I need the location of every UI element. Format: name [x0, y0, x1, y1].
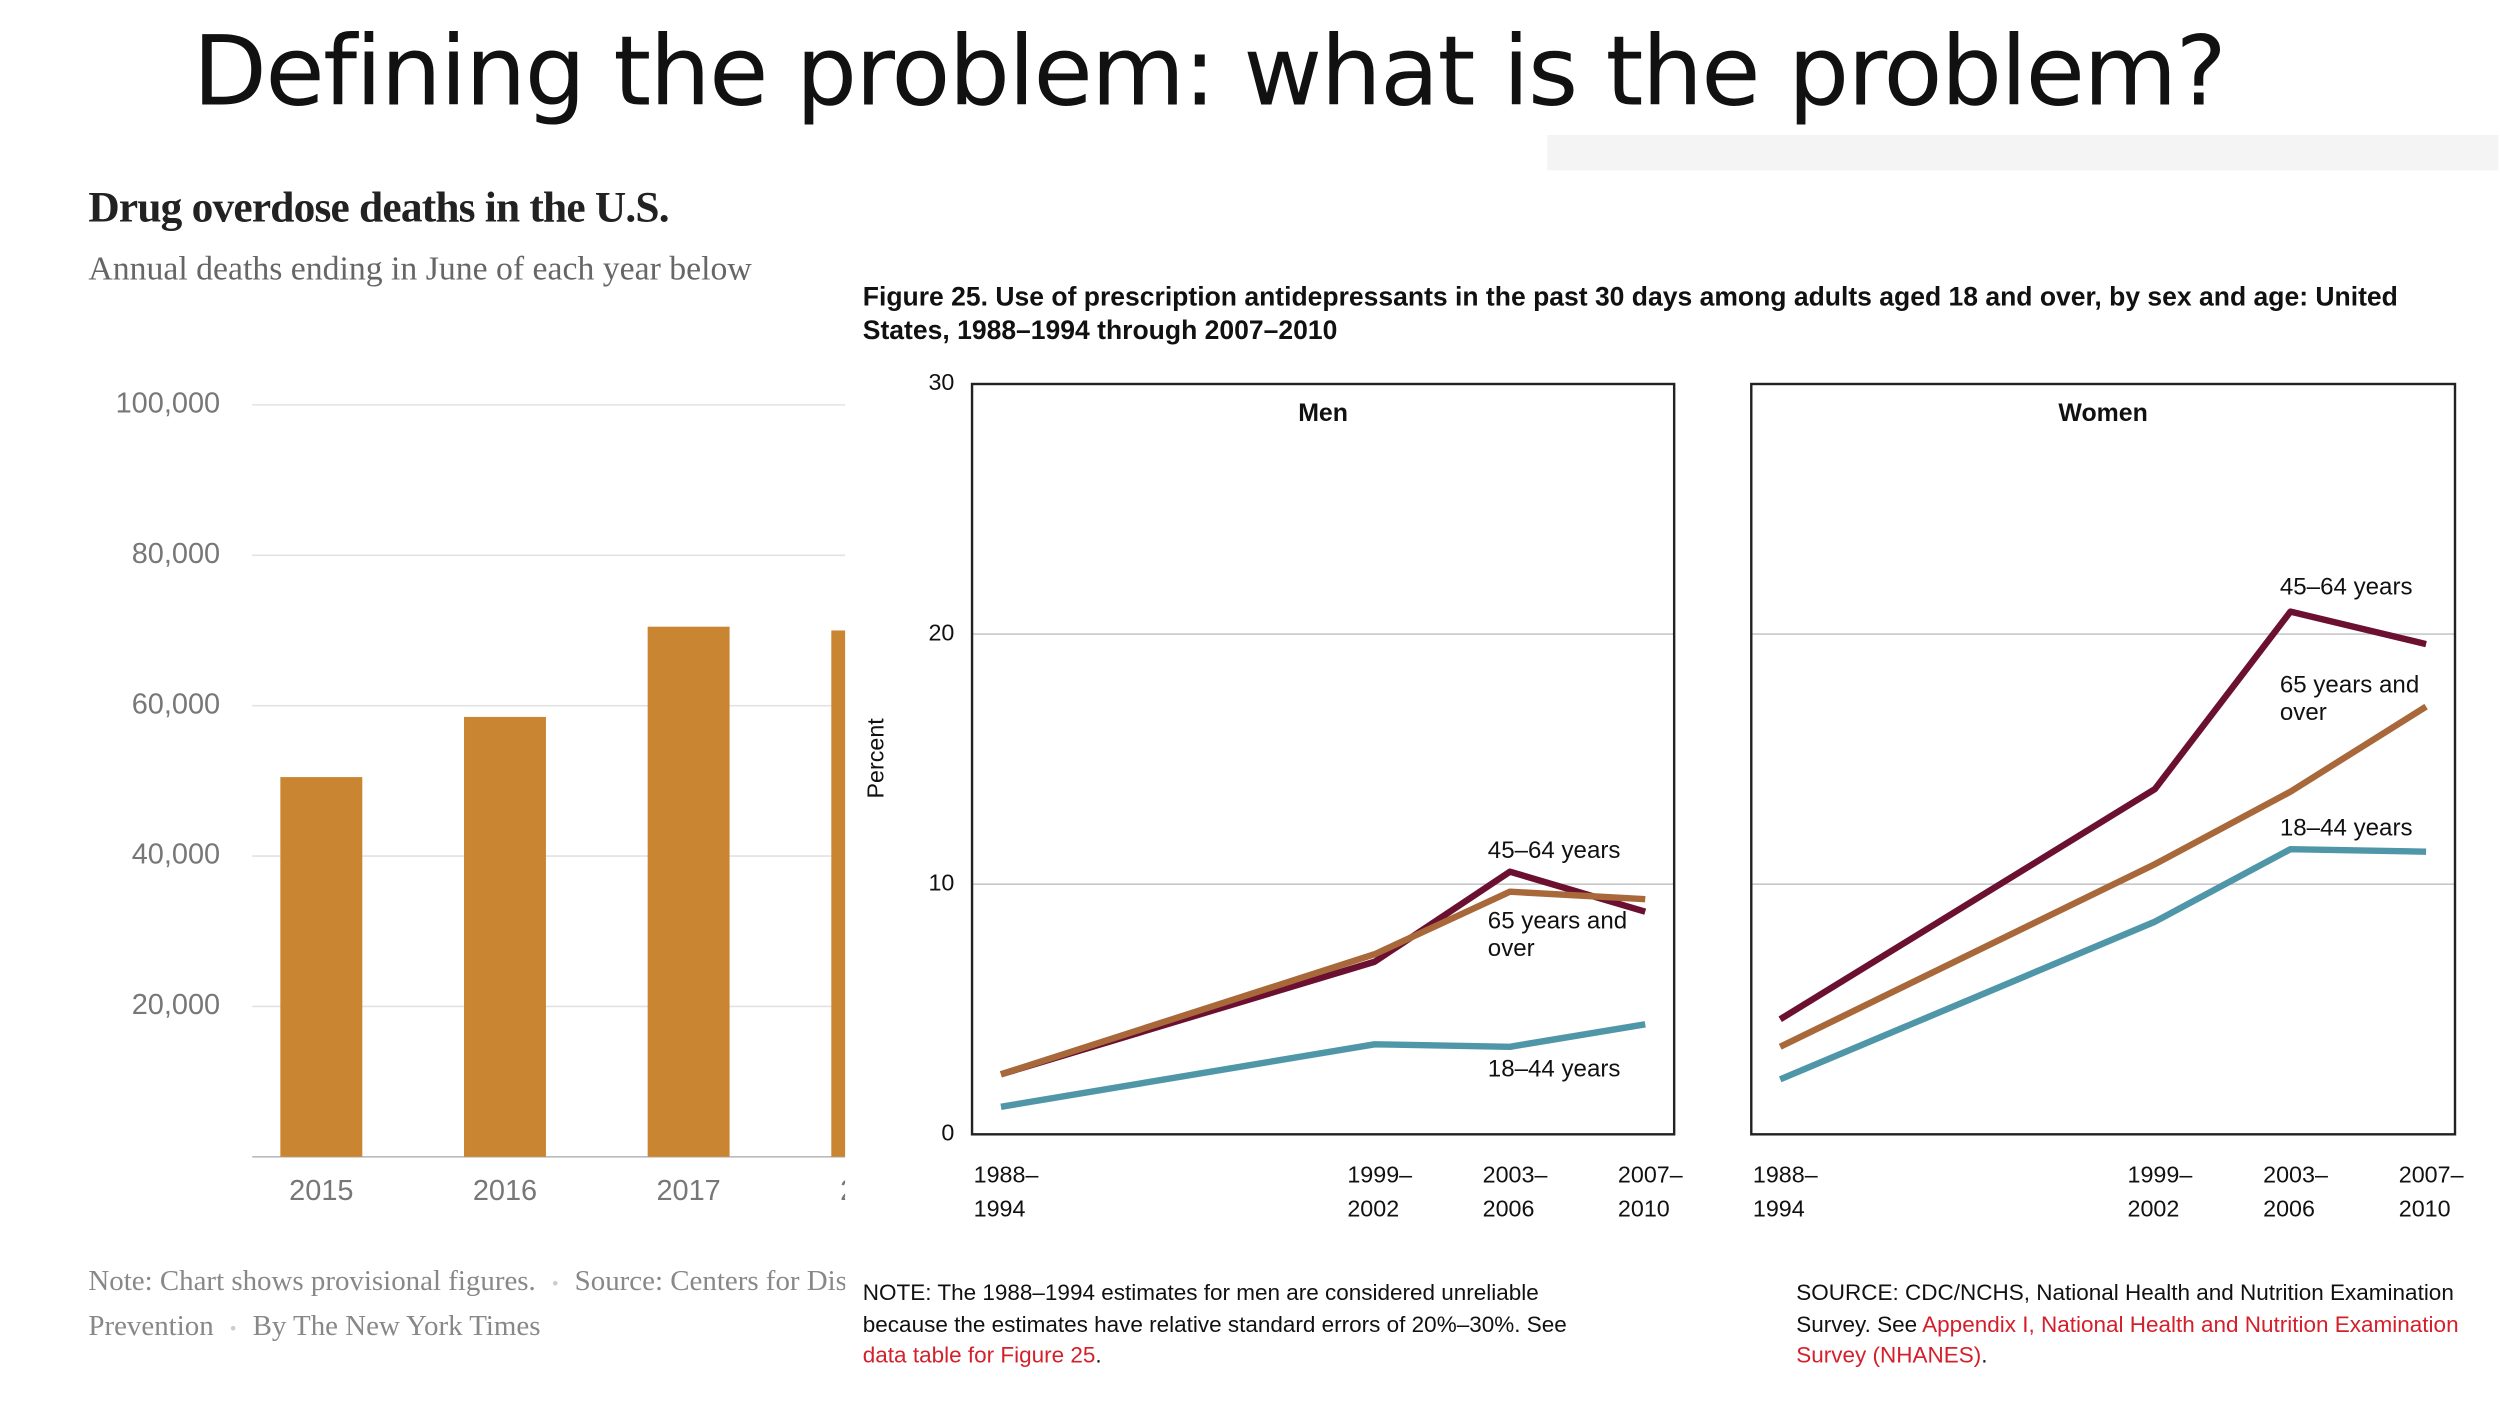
bar-chart-title: Drug overdose deaths in the U.S.: [88, 183, 669, 232]
decor-band: [1547, 134, 2499, 171]
slide-title: Defining the problem: what is the proble…: [192, 16, 2227, 129]
y-tick-label: 60,000: [132, 688, 220, 720]
series-line: [1778, 845, 2427, 1083]
source-text: Source: Centers for Disease Control and …: [88, 1264, 846, 1342]
x-tick-label: 2003–2006: [2263, 1163, 2328, 1223]
x-tick-label: 2015: [289, 1175, 353, 1207]
x-tick-label: 2017: [656, 1175, 720, 1207]
note: Note: Chart shows provisional figures.: [88, 1264, 536, 1297]
y-tick-label: 80,000: [132, 538, 220, 570]
series-label: 65 years and over: [2279, 671, 2420, 727]
series-line: [1000, 868, 1647, 1078]
series-line: [1778, 608, 2427, 1023]
source-link[interactable]: Appendix I, National Health and Nutritio…: [1796, 1310, 2459, 1368]
notes-text: Note: Chart shows provisional figures.So…: [88, 1260, 845, 1350]
y-tick-label: 100,000: [116, 388, 221, 420]
bar: [831, 630, 846, 1157]
bar: [280, 777, 363, 1157]
source-text: SOURCE: CDC/NCHS, National Health and Nu…: [1796, 1278, 2454, 1336]
x-tick-label: 2016: [473, 1175, 537, 1207]
series-label: 18–44 years: [1487, 1055, 1621, 1083]
panel-frame: [1750, 382, 2457, 1136]
x-tick-label: 2018: [840, 1175, 904, 1207]
bar-plot: 20,000 40,000 60,000 80,000 100,000 2015 2016 2…: [116, 388, 904, 1207]
note-text: NOTE: The 1988–1994 estimates for men ar…: [862, 1278, 1567, 1336]
y-axis-label: Percent: [862, 718, 888, 799]
x-tick-label: 1988–1994: [973, 1163, 1039, 1223]
y-tick-label: 0: [941, 1119, 954, 1145]
panel-title: Women: [2058, 399, 2147, 427]
x-tick-label: 1999–2002: [2127, 1163, 2193, 1223]
series-line: [1000, 1021, 1646, 1110]
credit: By The New York Times: [214, 1309, 541, 1341]
source-end: .: [1981, 1341, 1988, 1368]
x-tick-label: 1988–1994: [1752, 1163, 1818, 1223]
bar: [464, 716, 546, 1157]
bar-chart-subtitle: Annual deaths ending in June of each yea…: [88, 249, 752, 288]
panel-title: Men: [1298, 399, 1348, 427]
series-line: [999, 888, 1646, 1078]
note-end: .: [1095, 1341, 1102, 1368]
series-label: 65 years and over: [1487, 907, 1628, 963]
y-tick-label: 30: [928, 369, 954, 395]
y-tick-label: 10: [928, 869, 954, 895]
line-plot: 0 10 20 30 Percent Men Women: [862, 369, 2457, 1145]
series-label: 18–44 years: [2279, 814, 2413, 842]
bar: [647, 626, 730, 1157]
bar-chart-notes: Note: Chart shows provisional figures.So…: [88, 1260, 845, 1356]
figure-note: NOTE: The 1988–1994 estimates for men ar…: [863, 1277, 1570, 1371]
series-label: 45–64 years: [1487, 837, 1621, 865]
x-tick-label: 1999–2002: [1347, 1163, 1413, 1223]
y-tick-label: 20,000: [132, 989, 220, 1021]
x-tick-label: 2007–2010: [1617, 1163, 1683, 1223]
note-link[interactable]: data table for Figure 25: [862, 1341, 1096, 1368]
series-label: 45–64 years: [2279, 573, 2413, 601]
y-tick-label: 20: [928, 619, 954, 645]
x-tick-label: 2007–2010: [2398, 1163, 2464, 1223]
figure-source: SOURCE: CDC/NCHS, National Health and Nu…: [1796, 1277, 2490, 1371]
y-tick-label: 40,000: [132, 839, 220, 871]
x-tick-label: 2003–2006: [1482, 1163, 1548, 1223]
series-line: [1778, 703, 2428, 1050]
figure-title: Figure 25. Use of prescription antidepre…: [862, 282, 2398, 346]
panel-frame: [970, 382, 1676, 1136]
credit-text: By The New York Times: [252, 1309, 541, 1342]
